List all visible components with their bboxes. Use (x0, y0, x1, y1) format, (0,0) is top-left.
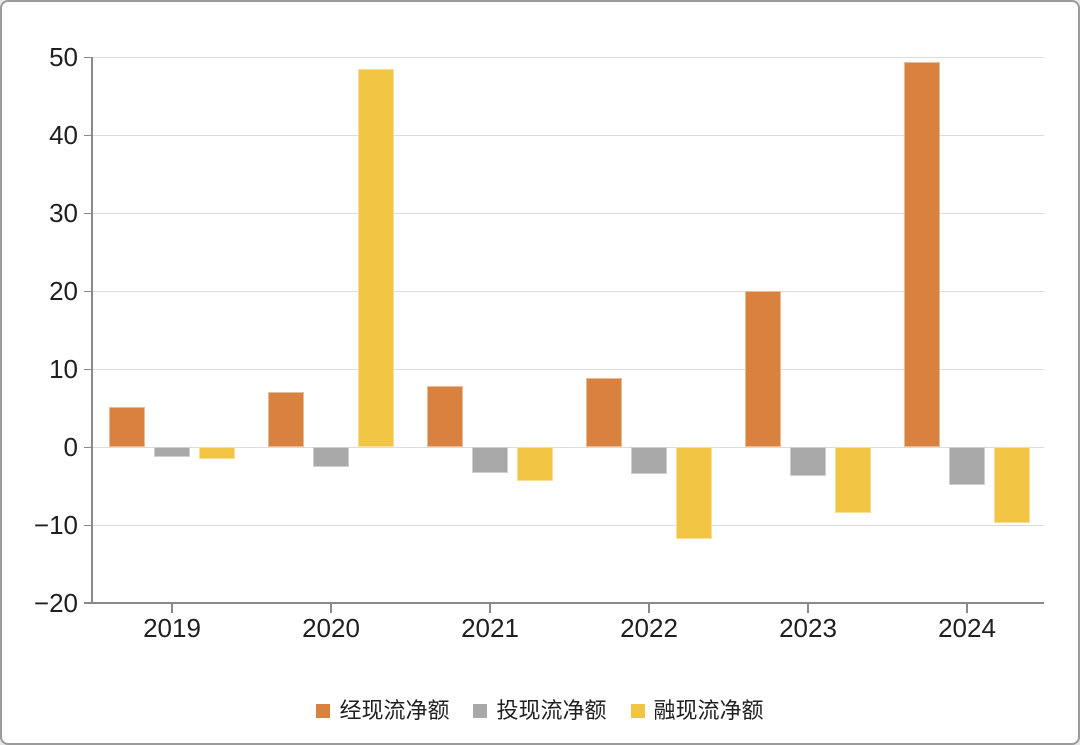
bar-financing-cashflow-2024 (994, 447, 1030, 523)
x-axis-tick (171, 604, 173, 613)
y-axis-tick (84, 446, 92, 448)
y-axis-line (91, 57, 93, 603)
legend-swatch-investing-cashflow (473, 704, 488, 718)
bar-investing-cashflow-2021 (472, 447, 508, 473)
x-axis-tick (330, 604, 332, 613)
bar-investing-cashflow-2020 (313, 447, 349, 468)
y-axis-label: 10 (49, 354, 78, 384)
y-axis-tick (84, 368, 92, 370)
legend-swatch-financing-cashflow (630, 704, 645, 718)
x-axis-tick (807, 604, 809, 613)
y-axis-tick (84, 524, 92, 526)
legend-item-investing-cashflow: 投现流净额 (473, 698, 607, 723)
bar-investing-cashflow-2022 (631, 447, 667, 474)
x-axis-label: 2024 (938, 613, 996, 643)
legend-label-financing-cashflow: 融现流净额 (653, 698, 764, 723)
bar-operating-cashflow-2024 (904, 61, 940, 447)
x-axis-label: 2023 (779, 613, 837, 643)
y-axis-tick (84, 134, 92, 136)
y-axis-label: 0 (63, 432, 78, 462)
bar-operating-cashflow-2023 (745, 291, 781, 447)
bar-financing-cashflow-2023 (835, 447, 871, 513)
bar-investing-cashflow-2023 (790, 447, 826, 476)
bar-investing-cashflow-2019 (154, 447, 190, 458)
gridline (92, 368, 1044, 370)
gridline (92, 56, 1044, 58)
x-axis-label: 2021 (461, 613, 519, 643)
chart-legend: 经现流净额 投现流净额 融现流净额 (2, 694, 1078, 728)
x-axis-label: 2022 (620, 613, 678, 643)
gridline (92, 524, 1044, 526)
y-axis-label: −10 (33, 510, 78, 540)
x-axis-label: 2020 (302, 613, 360, 643)
y-axis-tick (84, 212, 92, 214)
legend-item-operating-cashflow: 经现流净额 (316, 699, 449, 723)
gridline (92, 290, 1044, 292)
x-axis-tick (648, 604, 650, 613)
x-axis-label: 2019 (143, 613, 201, 643)
gridline (92, 212, 1044, 214)
x-axis-tick (966, 604, 968, 613)
legend-label-operating-cashflow: 经现流净额 (339, 698, 450, 723)
x-axis-line (84, 602, 1044, 604)
y-axis-label: −20 (33, 588, 78, 618)
bar-operating-cashflow-2021 (427, 386, 463, 447)
bar-financing-cashflow-2022 (676, 447, 712, 540)
gridline (92, 134, 1044, 136)
y-axis-label: 20 (49, 276, 78, 306)
bar-operating-cashflow-2019 (109, 407, 145, 447)
legend-swatch-operating-cashflow (316, 704, 331, 718)
x-axis-tick (489, 604, 491, 613)
y-axis-tick (84, 290, 92, 292)
gridline (92, 446, 1044, 448)
legend-item-financing-cashflow: 融现流净额 (630, 698, 764, 723)
bar-financing-cashflow-2020 (358, 68, 394, 447)
y-axis-tick (84, 56, 92, 58)
legend-label-investing-cashflow: 投现流净额 (496, 698, 607, 723)
bar-operating-cashflow-2022 (586, 377, 622, 447)
bar-financing-cashflow-2021 (517, 447, 553, 482)
y-axis-label: 40 (49, 120, 78, 150)
bar-investing-cashflow-2024 (949, 447, 985, 486)
y-axis-label: 30 (49, 198, 78, 228)
y-axis-label: 50 (49, 42, 78, 72)
bar-financing-cashflow-2019 (199, 447, 235, 460)
bar-operating-cashflow-2020 (268, 392, 304, 447)
